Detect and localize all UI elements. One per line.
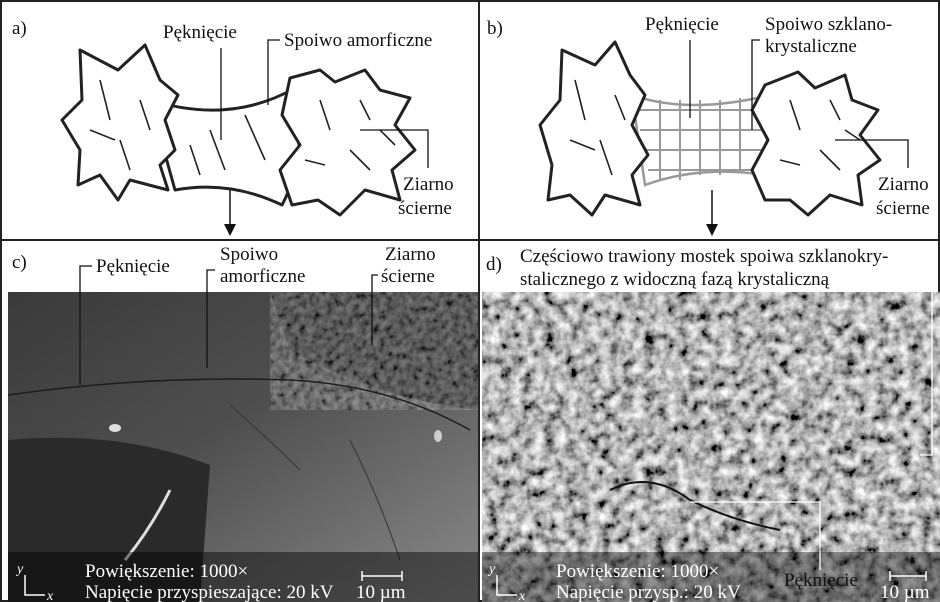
annotation: amorficzne [220, 266, 305, 287]
annotation: Ziarno [403, 174, 454, 195]
panel-b-drawing [540, 42, 880, 215]
sem-image-d [482, 292, 940, 602]
annotation: ścierne [876, 198, 930, 219]
annotation: Ziarno [878, 174, 929, 195]
axis-label: y [487, 562, 496, 577]
caption: Częściowo trawiony mostek spoiwa szklano… [520, 246, 888, 267]
annotation: Pęknięcie [96, 256, 170, 277]
magnification: Powiększenie: 1000× [556, 561, 719, 582]
annotation: Pęknięcie [784, 570, 858, 591]
voltage: Napięcie przysp.: 20 kV [556, 582, 741, 602]
panel-label: d) [486, 254, 502, 275]
panel-label: a) [12, 18, 27, 39]
axis-label: x [46, 589, 54, 602]
scale-label: 10 µm [880, 582, 930, 602]
arrow-head [224, 224, 236, 236]
annotation: krystaliczne [765, 36, 857, 57]
annotation: ścierne [381, 266, 435, 287]
annotation: ścierne [398, 198, 452, 219]
figure: a) Pęknięcie Spoiwo amorficzne Ziarno śc… [0, 0, 940, 602]
annotation: Spoiwo [220, 244, 278, 265]
annotation: Ziarno [385, 244, 436, 265]
annotation: Spoiwo szklano- [765, 14, 892, 35]
magnification: Powiększenie: 1000× [85, 561, 248, 582]
scale-label: 10 µm [356, 582, 406, 602]
voltage: Napięcie przyspieszające: 20 kV [85, 582, 334, 602]
arrow-head [706, 224, 718, 236]
axis-label: x [518, 589, 526, 602]
annotation: Spoiwo amorficzne [284, 30, 432, 51]
panel-label: b) [487, 18, 503, 39]
annotation: Pęknięcie [645, 14, 719, 35]
annotation: Pęknięcie [163, 22, 237, 43]
axis-label: y [15, 562, 24, 577]
sem-image-c [8, 292, 478, 602]
panel-label: c) [12, 252, 27, 273]
caption: stalicznego z widoczną fazą krystaliczną [520, 269, 830, 290]
